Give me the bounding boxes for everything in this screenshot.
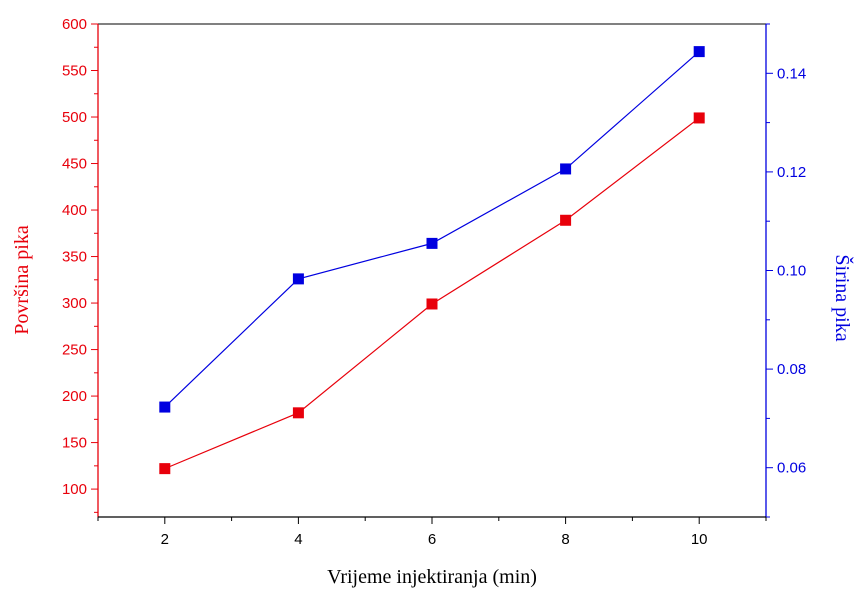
- x-tick-label: 2: [161, 531, 169, 548]
- x-tick-label: 6: [428, 531, 436, 548]
- right-tick-label: 0.10: [777, 263, 806, 280]
- data-point-right: [292, 273, 304, 285]
- right-tick-label: 0.06: [777, 460, 806, 477]
- data-point-right: [560, 163, 572, 175]
- left-tick-label: 450: [62, 156, 87, 173]
- series-line-left: [164, 117, 700, 470]
- series-line-right: [164, 51, 700, 408]
- x-tick-label: 10: [691, 531, 708, 548]
- data-point-right: [426, 237, 438, 249]
- left-tick-label: 500: [62, 109, 87, 126]
- right-y-axis: 0.06 0.08 0.10 0.12 0.14: [766, 23, 806, 518]
- right-tick-label: 0.12: [777, 164, 806, 181]
- left-tick-label: 200: [62, 388, 87, 405]
- data-point-left: [159, 463, 171, 475]
- left-tick-label: 300: [62, 295, 87, 312]
- data-point-right: [693, 46, 705, 58]
- data-point-left: [292, 407, 304, 419]
- left-tick-label: 550: [62, 63, 87, 80]
- x-axis: 2 4 6 8 10: [97, 517, 767, 548]
- left-y-axis-label: Površina pika: [11, 225, 33, 335]
- right-y-axis-label: Širina pika: [831, 254, 855, 341]
- x-tick-label: 4: [294, 531, 302, 548]
- data-point-left: [693, 112, 705, 124]
- left-tick-label: 600: [62, 16, 87, 33]
- x-tick-label: 8: [561, 531, 569, 548]
- data-point-left: [560, 214, 572, 226]
- x-axis-label: Vrijeme injektiranja (min): [327, 566, 537, 588]
- left-tick-label: 350: [62, 249, 87, 266]
- series-layer: [159, 46, 705, 475]
- right-tick-label: 0.14: [777, 65, 806, 82]
- left-tick-label: 250: [62, 342, 87, 359]
- data-point-right: [159, 401, 171, 413]
- left-tick-label: 400: [62, 202, 87, 219]
- plot-frame: [97, 23, 767, 518]
- left-y-axis: 100 150 200 250 300 350 400 450 500 550 600: [62, 16, 98, 513]
- right-tick-label: 0.08: [777, 361, 806, 378]
- data-point-left: [426, 298, 438, 310]
- left-tick-label: 150: [62, 435, 87, 452]
- left-tick-label: 100: [62, 481, 87, 498]
